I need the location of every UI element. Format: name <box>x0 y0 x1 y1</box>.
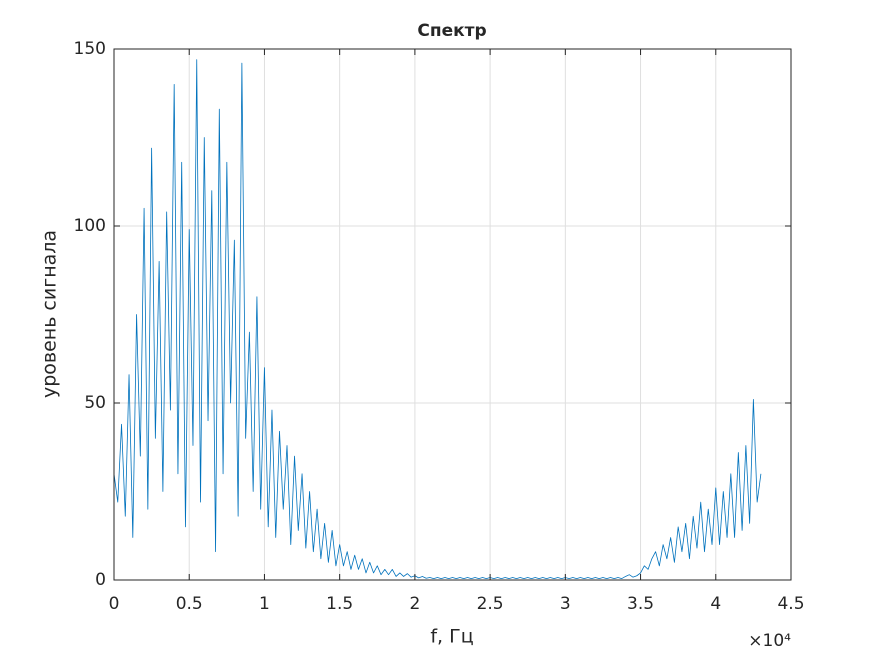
spectrum-line <box>113 59 762 579</box>
y-tick-label: 0 <box>95 570 106 590</box>
x-tick-label: 3.5 <box>627 594 654 614</box>
x-tick-label: 4.5 <box>777 594 804 614</box>
y-tick-label: 100 <box>74 216 106 236</box>
x-tick-label: 0 <box>109 594 120 614</box>
x-axis-label: f, Гц <box>430 626 473 648</box>
y-tick-label: 50 <box>84 393 106 413</box>
x-tick-label: 2.5 <box>477 594 504 614</box>
x-tick-label: 3 <box>560 594 571 614</box>
chart-title: Спектр <box>417 21 486 41</box>
x-multiplier: ×10⁴ <box>748 631 791 651</box>
y-axis-label: уровень сигнала <box>39 230 61 398</box>
x-tick-label: 0.5 <box>176 594 203 614</box>
y-tick-label: 150 <box>74 39 106 59</box>
x-tick-label: 1.5 <box>326 594 353 614</box>
x-tick-label: 4 <box>710 594 721 614</box>
axes-box <box>113 48 792 581</box>
x-tick-label: 2 <box>409 594 420 614</box>
x-tick-label: 1 <box>259 594 270 614</box>
